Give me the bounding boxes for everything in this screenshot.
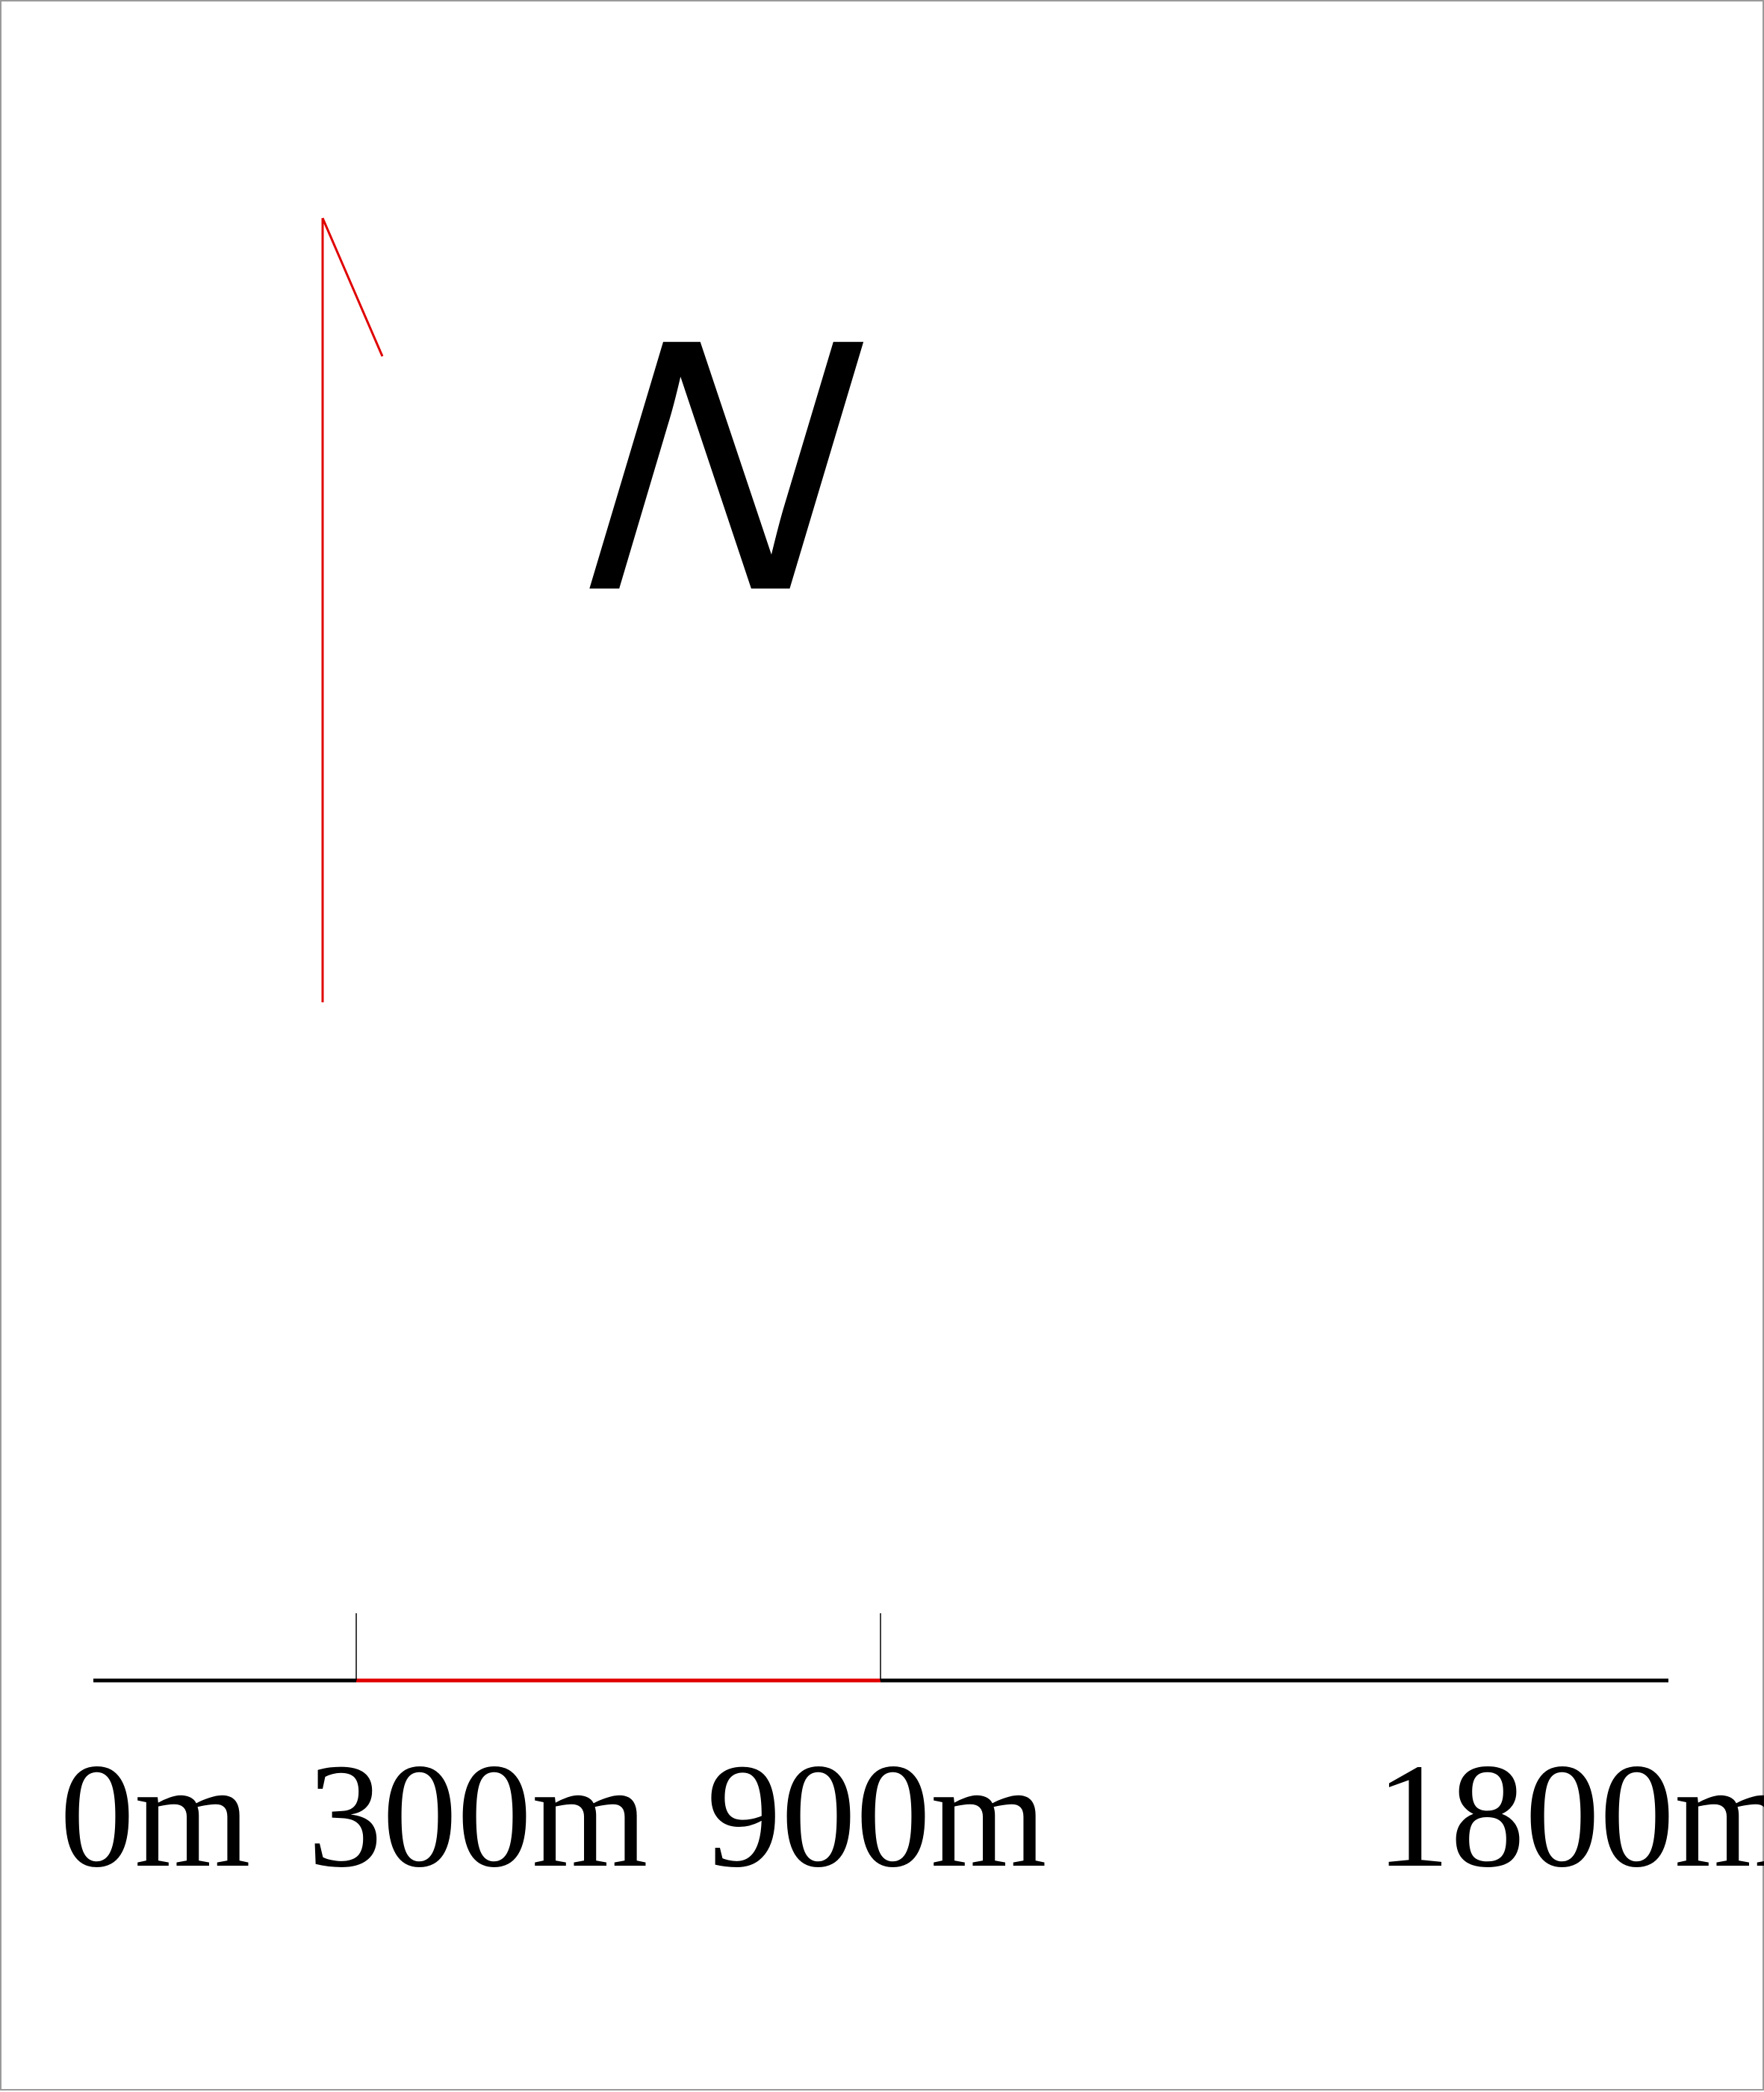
north-arrow-icon <box>321 217 384 1002</box>
scale-bar <box>93 1613 1668 1683</box>
north-label: N <box>570 264 872 665</box>
scale-label-300: 300m <box>308 1733 648 1899</box>
scale-label-0: 0m <box>60 1733 251 1899</box>
scale-label-900: 900m <box>706 1733 1047 1899</box>
north-arrow-flag <box>321 217 384 357</box>
scale-label-1800: 1800m <box>1376 1733 1764 1899</box>
